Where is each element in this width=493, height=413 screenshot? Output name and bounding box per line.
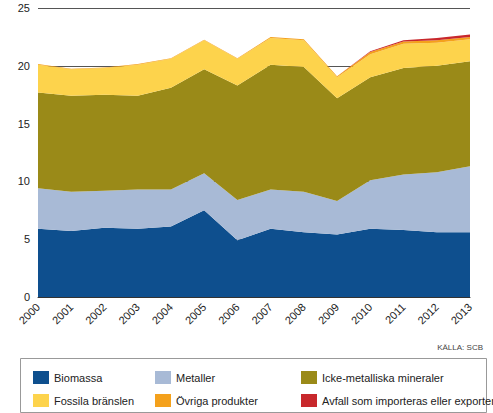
svg-text:2005: 2005: [183, 301, 209, 327]
svg-text:25: 25: [18, 2, 30, 14]
svg-text:2003: 2003: [116, 301, 142, 327]
svg-text:20: 20: [18, 60, 30, 72]
svg-text:2013: 2013: [448, 301, 474, 327]
svg-text:Icke-metalliska mineraler: Icke-metalliska mineraler: [322, 372, 444, 384]
svg-text:Övriga produkter: Övriga produkter: [176, 395, 258, 407]
svg-text:5: 5: [24, 233, 30, 245]
svg-text:2010: 2010: [349, 301, 375, 327]
svg-text:Metaller: Metaller: [176, 372, 215, 384]
svg-text:2008: 2008: [282, 301, 308, 327]
svg-text:Avfall som importeras eller ex: Avfall som importeras eller exporteras: [322, 395, 493, 407]
svg-text:2000: 2000: [16, 301, 42, 327]
svg-text:2006: 2006: [216, 301, 242, 327]
svg-text:0: 0: [24, 291, 30, 303]
svg-text:Fossila bränslen: Fossila bränslen: [54, 395, 134, 407]
svg-text:2004: 2004: [149, 301, 175, 327]
svg-text:2009: 2009: [316, 301, 342, 327]
svg-text:2001: 2001: [50, 301, 76, 327]
svg-text:15: 15: [18, 118, 30, 130]
svg-text:Biomassa: Biomassa: [54, 372, 103, 384]
svg-text:2002: 2002: [83, 301, 109, 327]
svg-text:10: 10: [18, 175, 30, 187]
svg-text:2011: 2011: [383, 301, 408, 326]
svg-text:2007: 2007: [249, 301, 275, 327]
svg-text:2012: 2012: [415, 301, 441, 327]
svg-text:KÄLLA: SCB: KÄLLA: SCB: [437, 343, 483, 352]
